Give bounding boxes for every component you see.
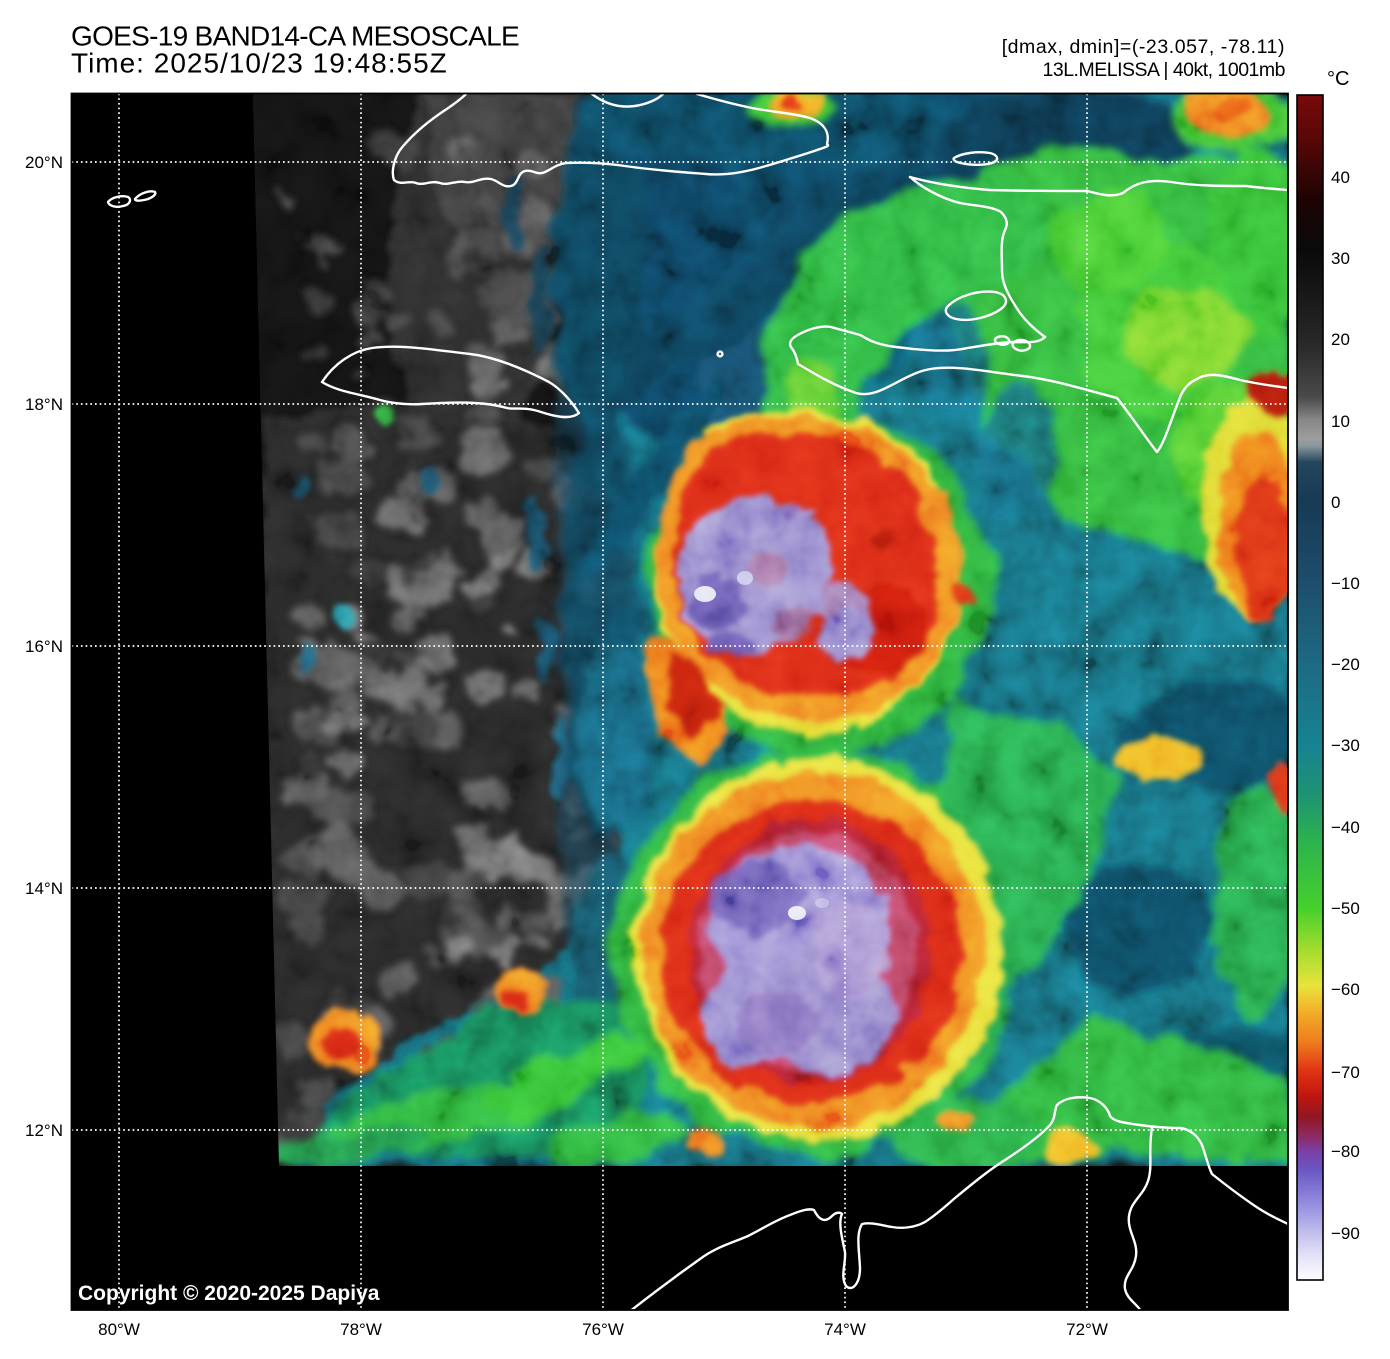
svg-text:30: 30 <box>1331 249 1350 268</box>
svg-text:−70: −70 <box>1331 1063 1360 1082</box>
svg-text:10: 10 <box>1331 412 1350 431</box>
svg-text:18°N: 18°N <box>25 395 63 414</box>
svg-text:−30: −30 <box>1331 736 1360 755</box>
svg-text:74°W: 74°W <box>824 1320 866 1339</box>
svg-text:40: 40 <box>1331 168 1350 187</box>
svg-text:76°W: 76°W <box>582 1320 624 1339</box>
svg-text:20: 20 <box>1331 330 1350 349</box>
svg-text:−20: −20 <box>1331 655 1360 674</box>
svg-text:13L.MELISSA | 40kt, 1001mb: 13L.MELISSA | 40kt, 1001mb <box>1043 59 1286 81</box>
svg-text:16°N: 16°N <box>25 637 63 656</box>
svg-text:−80: −80 <box>1331 1142 1360 1161</box>
svg-text:[dmax, dmin]=(-23.057, -78.11): [dmax, dmin]=(-23.057, -78.11) <box>1002 36 1285 58</box>
svg-text:GOES-19 BAND14-CA MESOSCALE: GOES-19 BAND14-CA MESOSCALE <box>71 21 519 52</box>
svg-text:−10: −10 <box>1331 574 1360 593</box>
svg-text:−60: −60 <box>1331 980 1360 999</box>
svg-text:−50: −50 <box>1331 899 1360 918</box>
svg-text:−40: −40 <box>1331 818 1360 837</box>
svg-text:78°W: 78°W <box>340 1320 382 1339</box>
svg-text:−90: −90 <box>1331 1224 1360 1243</box>
svg-text:Time: 2025/10/23 19:48:55Z: Time: 2025/10/23 19:48:55Z <box>71 48 448 79</box>
svg-text:Copyright © 2020-2025 Dapiya: Copyright © 2020-2025 Dapiya <box>78 1282 380 1305</box>
svg-text:20°N: 20°N <box>25 153 63 172</box>
svg-text:72°W: 72°W <box>1066 1320 1108 1339</box>
svg-text:80°W: 80°W <box>98 1320 140 1339</box>
svg-text:14°N: 14°N <box>25 879 63 898</box>
svg-text:°C: °C <box>1327 68 1349 90</box>
svg-text:12°N: 12°N <box>25 1121 63 1140</box>
svg-text:0: 0 <box>1331 493 1340 512</box>
